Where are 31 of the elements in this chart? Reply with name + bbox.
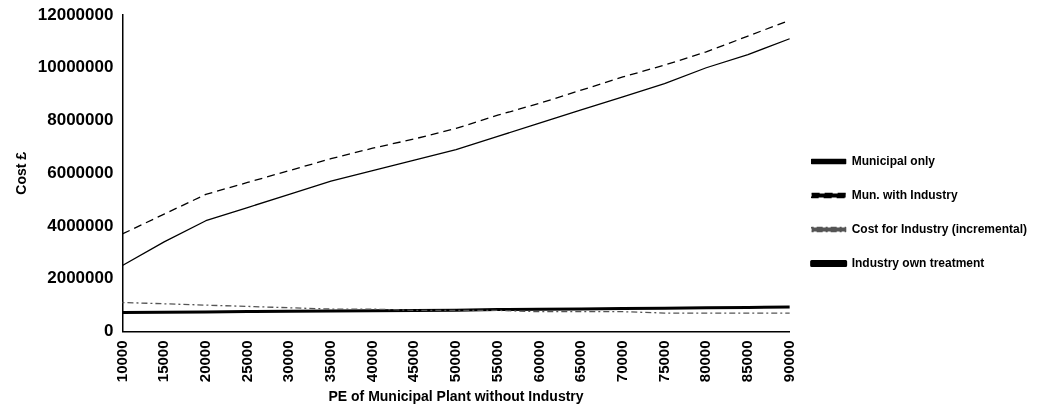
y-tick-label: 12000000 [37,4,114,24]
y-tick-label: 10000000 [37,57,114,77]
legend-label: Mun. with Industry [851,187,958,202]
x-tick-label: 35000 [321,340,339,383]
x-tick-label: 60000 [529,340,547,383]
y-tick-label: 4000000 [47,215,114,235]
x-tick-label: 55000 [487,340,505,383]
y-tick-label: 2000000 [47,268,114,288]
x-tick-label: 50000 [446,340,464,383]
line-series [121,301,791,314]
x-tick-label: 65000 [571,340,589,383]
x-tick-label: 80000 [696,340,714,383]
x-axis-title: PE of Municipal Plant without Industry [328,388,584,405]
legend-label: Industry own treatment [851,255,985,270]
x-tick-label: 20000 [195,340,213,383]
x-tick-label: 45000 [404,340,422,383]
x-tick-label: 25000 [237,340,255,383]
y-tick-label: 6000000 [47,162,114,182]
x-tick-label: 90000 [779,340,797,383]
y-tick-label: 0 [103,321,114,341]
x-tick-label: 15000 [154,340,172,383]
y-axis-title: Cost £ [13,151,30,195]
x-tick-label: 40000 [362,340,380,383]
legend-label: Cost for Industry (incremental) [851,221,1028,236]
x-tick-label: 70000 [612,340,630,383]
x-tick-label: 75000 [654,340,672,383]
x-tick-label: 30000 [279,340,297,383]
y-tick-label: 8000000 [47,110,114,130]
x-tick-label: 10000 [112,340,130,383]
legend-label: Municipal only [851,153,936,168]
x-tick-label: 85000 [738,340,756,383]
